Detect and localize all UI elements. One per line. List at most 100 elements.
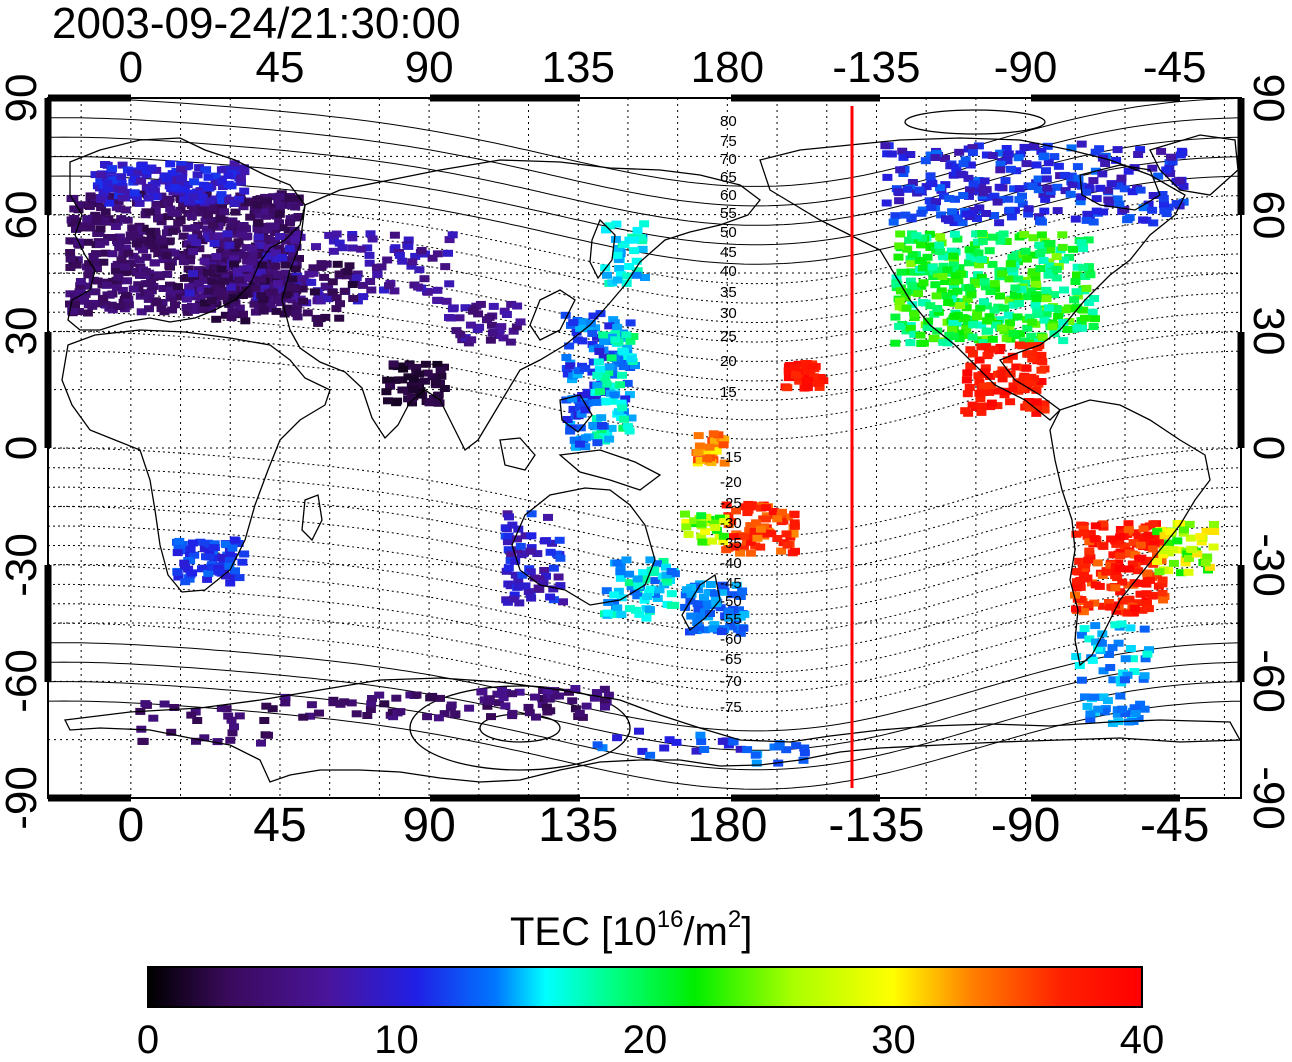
tec-pixel (510, 557, 521, 565)
tec-pixel (938, 338, 949, 346)
colorbar-title: TEC [1016/m2] (510, 908, 752, 955)
tec-pixel (274, 285, 285, 293)
contour-label: 40 (720, 263, 737, 280)
tec-pixel (1093, 644, 1103, 652)
tec-pixel (1078, 608, 1089, 616)
tec-pixel (995, 160, 1006, 168)
tec-pixel (895, 287, 906, 295)
tec-pixel (964, 383, 975, 391)
tec-pixel (153, 213, 163, 221)
tec-pixel (327, 278, 338, 286)
tec-pixel (963, 174, 974, 182)
tec-pixel (948, 319, 959, 327)
tec-pixel (1084, 547, 1095, 555)
tec-pixel (239, 164, 249, 172)
tec-pixel (189, 551, 200, 559)
tec-pixel (1098, 667, 1109, 675)
tec-pixel (1074, 557, 1085, 565)
tec-pixel (976, 321, 987, 329)
tec-pixel (791, 742, 802, 750)
tec-pixel (1088, 177, 1099, 185)
left-latitude-label: 90 (0, 73, 46, 123)
tec-pixel (291, 310, 302, 317)
tec-pixel (302, 309, 313, 317)
tec-pixel (1164, 539, 1174, 547)
tec-pixel (960, 407, 971, 415)
tec-pixel (454, 314, 465, 322)
tec-pixel (164, 195, 175, 203)
tec-pixel (1148, 192, 1159, 199)
tec-pixel (914, 186, 925, 194)
tec-pixel (898, 170, 909, 177)
tec-pixel (169, 249, 180, 257)
contour-label: 65 (720, 169, 737, 186)
tec-pixel (612, 604, 623, 612)
tec-pixel (92, 230, 103, 237)
tec-pixel (577, 713, 588, 721)
tec-pixel (598, 331, 609, 339)
tec-pixel (813, 380, 824, 387)
tec-pixel (1015, 150, 1026, 158)
tec-pixel (526, 510, 537, 518)
tec-pixel (1030, 291, 1041, 299)
tec-pixel (106, 301, 117, 309)
tec-pixel (284, 308, 295, 316)
tec-pixel (466, 336, 477, 344)
contour-label: 15 (720, 384, 737, 401)
tec-pixel (280, 693, 291, 701)
tec-pixel (263, 234, 274, 242)
tec-pixel (592, 381, 603, 389)
tec-pixel (319, 273, 330, 281)
tec-pixel (290, 203, 301, 211)
tec-pixel (229, 200, 240, 207)
tec-pixel (178, 200, 189, 208)
tec-pixel (1023, 205, 1034, 213)
tec-pixel (964, 192, 974, 200)
tec-pixel (149, 259, 160, 267)
tec-pixel (1058, 337, 1069, 345)
tec-pixel (1135, 590, 1146, 598)
tec-pixel (1039, 207, 1050, 215)
tec-pixel (624, 579, 635, 587)
tec-pixel (650, 577, 661, 585)
tec-pixel (1059, 286, 1069, 294)
tec-pixel (1030, 398, 1041, 406)
tec-pixel (1003, 311, 1014, 319)
tec-pixel (406, 395, 417, 403)
tec-pixel (293, 231, 303, 238)
tec-pixel (617, 404, 628, 412)
tec-pixel (293, 199, 304, 206)
tec-pixel (291, 305, 302, 313)
tec-pixel (666, 590, 677, 598)
tec-pixel (957, 219, 968, 227)
tec-pixel (949, 230, 960, 238)
tec-pixel (419, 275, 430, 283)
tec-measurements (65, 140, 1220, 767)
tec-pixel (618, 363, 629, 371)
tec-pixel (1001, 334, 1012, 342)
tec-pixel (85, 192, 96, 200)
tec-pixel (987, 152, 998, 159)
tec-pixel (609, 391, 620, 399)
tec-pixel (718, 532, 729, 540)
tec-pixel (1069, 296, 1080, 304)
tec-pixel (444, 236, 455, 244)
tec-pixel (782, 541, 793, 549)
tec-pixel (699, 746, 710, 753)
tec-pixel (133, 281, 144, 289)
tec-pixel (1031, 386, 1042, 394)
tec-pixel (931, 150, 942, 157)
tec-pixel (218, 277, 229, 285)
tec-pixel (589, 694, 600, 702)
tec-pixel (962, 369, 973, 377)
tec-pixel (1009, 185, 1020, 193)
tec-pixel (592, 741, 603, 749)
left-latitude-label: -90 (0, 766, 46, 830)
tec-pixel (941, 292, 952, 300)
tec-pixel (1123, 167, 1134, 175)
tec-pixel (995, 149, 1006, 157)
tec-pixel (622, 379, 633, 387)
tec-pixel (107, 176, 118, 184)
bottom-longitude-label: -45 (1140, 799, 1210, 852)
tec-pixel (65, 249, 76, 256)
